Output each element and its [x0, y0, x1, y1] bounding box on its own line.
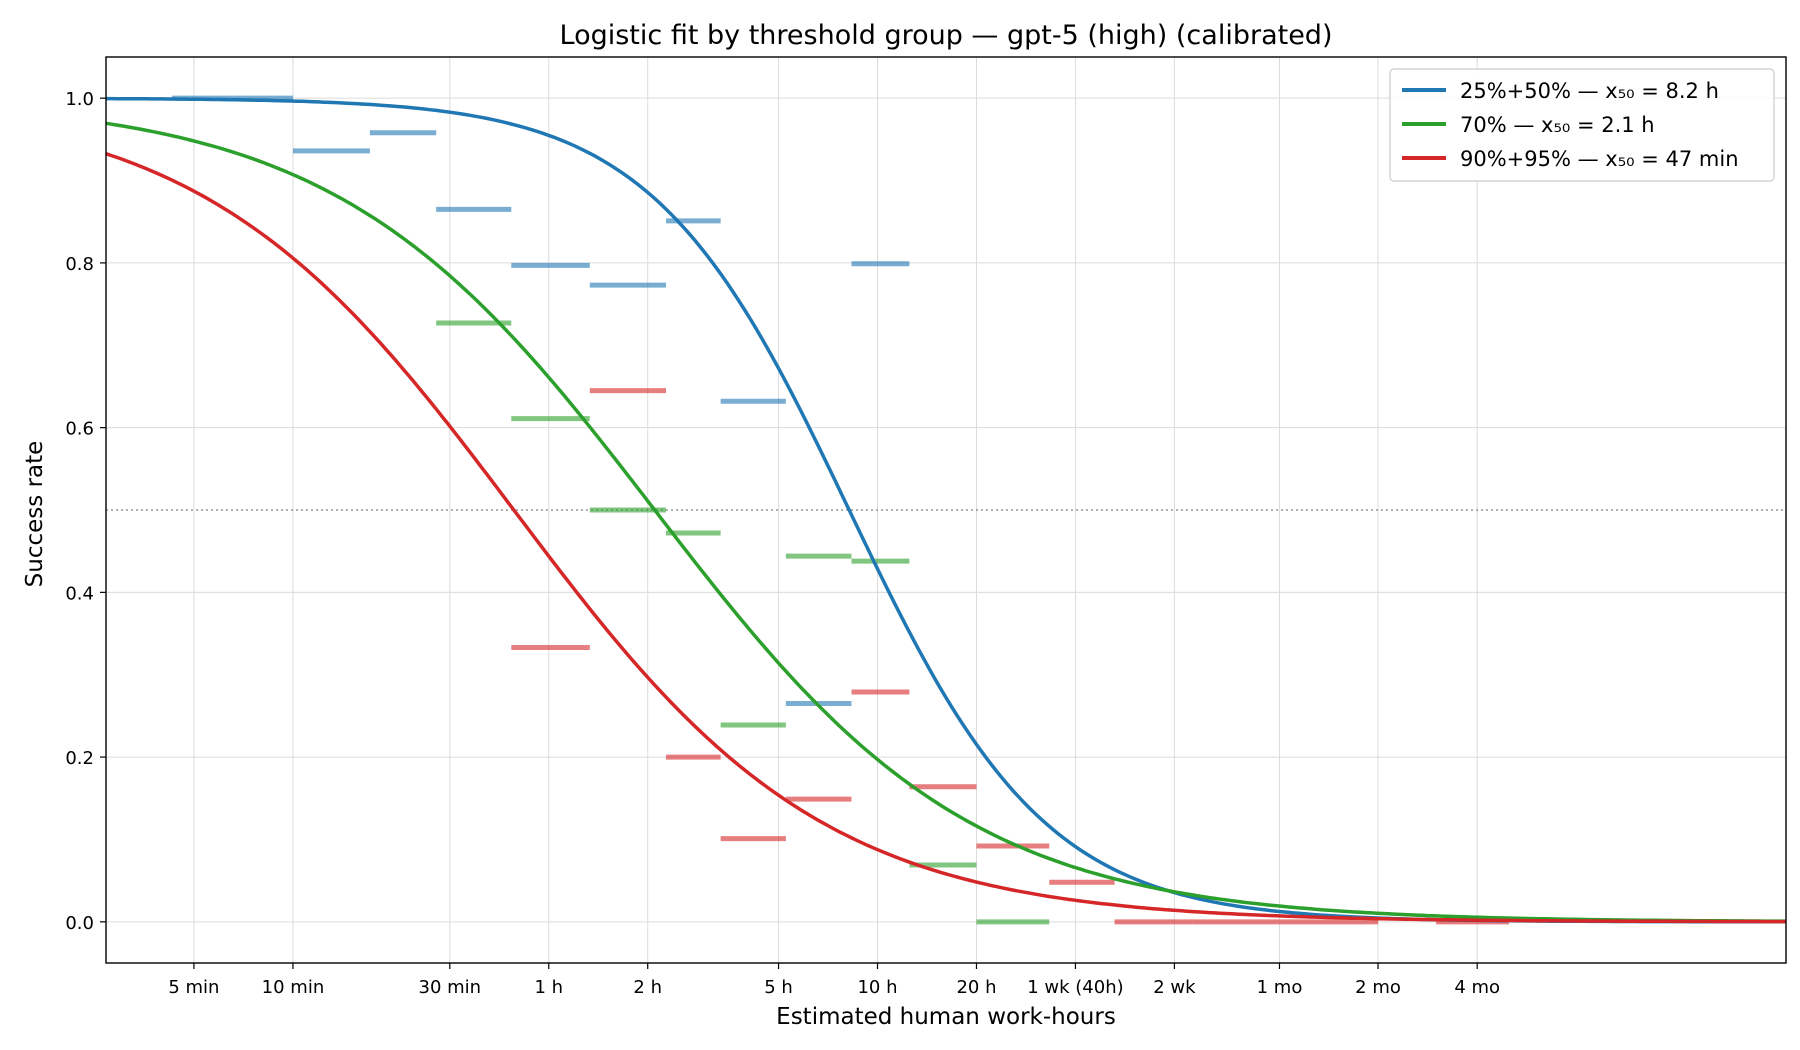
- x-tick-label: 1 h: [534, 977, 563, 998]
- bin-markers: [171, 95, 1509, 925]
- x-tick-label: 20 h: [956, 977, 996, 998]
- y-axis-ticks: 0.0 0.2 0.4 0.6 0.8 1.0: [65, 89, 106, 934]
- fit-curve-series-2: [105, 121, 1787, 923]
- x-axis-label: Estimated human work-hours: [776, 1004, 1116, 1030]
- y-tick-label: 0.4: [65, 583, 94, 604]
- x-tick-label: 5 min: [168, 977, 219, 998]
- fit-curves: [105, 96, 1787, 924]
- x-tick-label: 2 mo: [1355, 977, 1401, 998]
- y-tick-label: 1.0: [65, 89, 94, 110]
- y-axis-label: Success rate: [22, 441, 48, 588]
- x-tick-label: 2 wk: [1153, 977, 1196, 998]
- legend-entry: 25%+50% — x₅₀ = 8.2 h: [1460, 79, 1719, 103]
- x-tick-label: 4 mo: [1454, 977, 1500, 998]
- x-tick-label: 30 min: [419, 977, 482, 998]
- x-tick-label: 5 h: [764, 977, 793, 998]
- legend-box: [1389, 68, 1775, 182]
- legend-entry: 90%+95% — x₅₀ = 47 min: [1460, 147, 1739, 171]
- x-tick-label: 10 h: [857, 977, 897, 998]
- chart-title: Logistic fit by threshold group — gpt-5 …: [560, 20, 1333, 51]
- legend: 25%+50% — x₅₀ = 8.2 h 70% — x₅₀ = 2.1 h 90…: [1389, 68, 1775, 182]
- fit-curve-series-3: [105, 152, 1786, 924]
- y-tick-label: 0.2: [65, 748, 94, 769]
- y-tick-label: 0.6: [65, 419, 94, 440]
- x-tick-label: 2 h: [633, 977, 662, 998]
- y-tick-label: 0.8: [65, 254, 94, 275]
- x-tick-label: 1 wk (40h): [1027, 977, 1123, 998]
- y-tick-label: 0.0: [65, 913, 94, 934]
- x-axis-ticks: 5 min 10 min 30 min 1 h 2 h 5 h 10 h 20 h 1 wk (…: [168, 963, 1500, 998]
- x-tick-label: 10 min: [262, 977, 325, 998]
- plot-frame: [105, 56, 1787, 964]
- x-tick-label: 1 mo: [1257, 977, 1303, 998]
- legend-entry: 70% — x₅₀ = 2.1 h: [1460, 113, 1655, 137]
